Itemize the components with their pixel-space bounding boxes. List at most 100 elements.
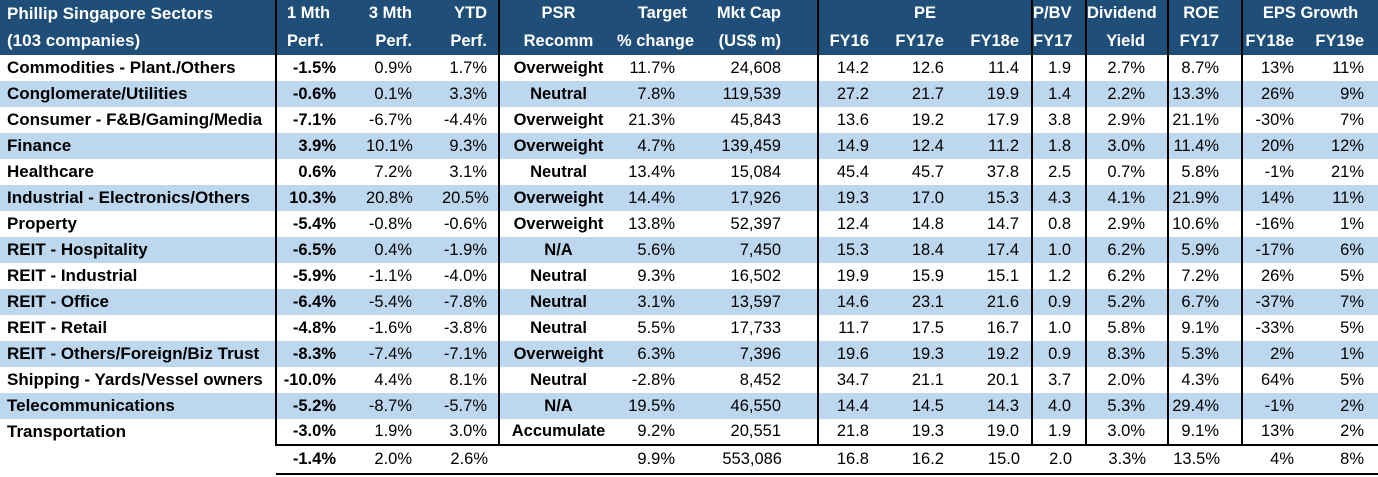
cell-pe_fy17e: 18.4 [911, 240, 944, 259]
cell-sector: Transportation [0, 419, 277, 445]
table-body: Commodities - Plant./Others -1.5% 0.9% 1.7%… [0, 55, 1378, 445]
table-row: Shipping - Yards/Vessel owners -10.0% 4.4%… [0, 367, 1378, 393]
cell-roe: 10.6% [1168, 211, 1244, 237]
cell-ytd: -1.9% [442, 237, 500, 263]
cell-target: 9.2% [637, 422, 675, 440]
table-row: Transportation -3.0% 1.9% 3.0% Accumulate 9.2… [0, 419, 1378, 445]
cell-mktcap: 15,084 [701, 159, 819, 185]
col-header-psr-recomm: PSR [499, 0, 617, 27]
cell-ytd: 20.5% [442, 185, 500, 211]
cell-pe_fy17e: 21.1 [911, 370, 944, 389]
cell-target: -2.8% [631, 370, 675, 389]
cell-recomm: Neutral [530, 266, 587, 285]
cell-target: 13.8% [628, 214, 675, 233]
cell-pe_fy18e: 19.2 [969, 341, 1034, 367]
cell-eps_fy18e: 14% [1260, 188, 1295, 207]
cell-recomm: Overweight [513, 344, 604, 363]
cell-m3: 0.1% [374, 84, 412, 103]
cell-pe_fy17e: 14.5 [911, 396, 944, 415]
cell-m3: 1.9% [374, 422, 412, 440]
table-row: Industrial - Electronics/Others 10.3% 20.8… [0, 185, 1378, 211]
cell-target: 21.3% [628, 110, 675, 129]
cell-m3: 7.2% [374, 162, 412, 181]
cell-recomm: Neutral [530, 292, 587, 311]
cell-pbv: 4.0 [1032, 393, 1088, 419]
cell-m1: -7.1% [292, 110, 336, 129]
col-header-pe-fy16: FY16 [818, 27, 894, 55]
cell-eps_fy19e: 1% [1340, 214, 1365, 233]
cell-m1: -6.4% [292, 292, 336, 311]
cell-pe_fy16: 19.9 [836, 266, 869, 285]
table-row: Healthcare 0.6% 7.2% 3.1% Neutral 13.4% 15,084… [0, 159, 1378, 185]
cell-mktcap: 52,397 [701, 211, 819, 237]
cell-m3: -8.7% [368, 396, 412, 415]
col-header-target: Target [617, 0, 701, 27]
cell-ytd: -7.8% [442, 289, 500, 315]
cell-m3: 4.4% [374, 370, 412, 389]
cell-ytd: -3.8% [442, 315, 500, 341]
cell-target: 14.4% [628, 188, 675, 207]
cell-ytd: -4.4% [442, 107, 500, 133]
cell-eps_fy19e: 11% [1332, 58, 1365, 77]
cell-eps_fy18e: 2% [1270, 344, 1295, 363]
total-cell-m3: 2.0% [366, 444, 442, 475]
cell-div_yield: 2.7% [1086, 55, 1170, 81]
cell-pe_fy16: 12.4 [836, 214, 869, 233]
cell-mktcap: 24,608 [701, 55, 819, 81]
cell-sector: Healthcare [0, 159, 277, 185]
col-header-dividend: Dividend [1086, 0, 1170, 27]
cell-eps_fy19e: 5% [1340, 266, 1365, 285]
cell-m1: 0.6% [298, 162, 336, 181]
cell-roe: 8.7% [1168, 55, 1244, 81]
cell-div_yield: 3.0% [1086, 419, 1170, 445]
table-title-line2: (103 companies) [0, 27, 277, 55]
cell-target: 11.7% [629, 58, 675, 77]
cell-pe_fy16: 27.2 [836, 84, 869, 103]
cell-m1: -8.3% [292, 344, 336, 363]
cell-target: 9.3% [637, 266, 675, 285]
cell-eps_fy19e: 5% [1340, 318, 1365, 337]
cell-pbv: 0.9 [1032, 341, 1088, 367]
cell-pe_fy16: 14.6 [836, 292, 869, 311]
cell-m3: 20.8% [366, 188, 413, 207]
col-header-3mth: 3 Mth [366, 0, 442, 27]
cell-div_yield: 2.9% [1086, 211, 1170, 237]
cell-target: 7.8% [637, 84, 675, 103]
cell-ytd: 3.1% [442, 159, 500, 185]
cell-sector: REIT - Others/Foreign/Biz Trust [0, 341, 277, 367]
cell-sector: Conglomerate/Utilities [0, 81, 277, 107]
cell-roe: 9.1% [1168, 419, 1244, 445]
cell-eps_fy18e: -1% [1264, 396, 1295, 415]
cell-target: 4.7% [637, 136, 675, 155]
cell-eps_fy18e: 26% [1260, 266, 1295, 285]
cell-ytd: 3.0% [442, 419, 500, 445]
cell-pe_fy18e: 11.4 [969, 55, 1034, 81]
cell-pe_fy18e: 19.9 [969, 81, 1034, 107]
total-cell-pe_fy18e: 15.0 [969, 444, 1033, 475]
col-header-psr-recomm-sub: Recomm [499, 27, 617, 55]
cell-pe_fy16: 19.3 [836, 188, 869, 207]
cell-pe_fy17e: 15.9 [911, 266, 944, 285]
cell-pe_fy18e: 37.8 [969, 159, 1034, 185]
cell-mktcap: 7,450 [701, 237, 819, 263]
cell-pe_fy16: 11.7 [838, 318, 869, 337]
cell-m3: 10.1% [366, 136, 413, 155]
cell-recomm: N/A [544, 240, 573, 259]
cell-ytd: 3.3% [442, 81, 500, 107]
col-header-1mth: 1 Mth [276, 0, 366, 27]
cell-ytd: -0.6% [442, 211, 500, 237]
cell-m1: -5.9% [292, 266, 336, 285]
total-cell-mktcap: 553,086 [701, 444, 818, 475]
cell-ytd: 8.1% [442, 367, 500, 393]
cell-div_yield: 6.2% [1086, 237, 1170, 263]
col-header-mktcap: Mkt Cap [701, 0, 819, 27]
col-header-1mth-sub: Perf. [276, 27, 366, 55]
cell-sector: Finance [0, 133, 277, 159]
cell-eps_fy18e: 13% [1260, 422, 1295, 440]
cell-mktcap: 20,551 [701, 419, 819, 445]
col-header-3mth-sub: Perf. [366, 27, 442, 55]
table-row: Finance 3.9% 10.1% 9.3% Overweight 4.7% 139,45… [0, 133, 1378, 159]
cell-mktcap: 17,733 [701, 315, 819, 341]
cell-eps_fy19e: 21% [1330, 162, 1365, 181]
